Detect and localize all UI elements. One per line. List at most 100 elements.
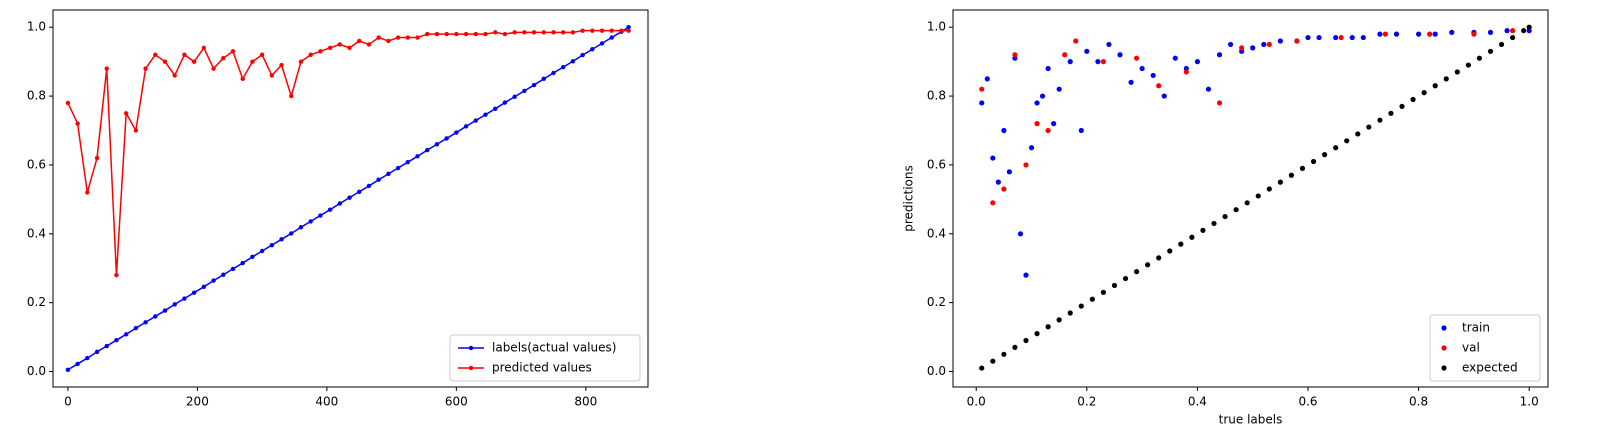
point <box>551 30 556 35</box>
point <box>1001 186 1007 192</box>
point <box>211 278 216 283</box>
point <box>1067 310 1073 316</box>
point <box>599 41 605 46</box>
point <box>1233 207 1239 213</box>
axes-frame <box>952 9 1549 388</box>
point <box>395 35 401 40</box>
point <box>347 45 352 51</box>
legend-label: predicted values <box>492 361 592 375</box>
point <box>104 343 109 349</box>
point <box>240 76 245 82</box>
point <box>626 25 631 30</box>
point <box>531 82 537 88</box>
point <box>626 28 631 33</box>
x-axis-label: true labels <box>1219 413 1283 427</box>
point <box>1039 93 1046 99</box>
point <box>133 128 139 133</box>
point <box>1067 59 1073 65</box>
point <box>415 35 420 40</box>
point <box>347 195 352 200</box>
point <box>502 31 508 37</box>
point <box>1051 121 1057 127</box>
point <box>153 314 158 319</box>
point <box>990 358 996 364</box>
point <box>162 59 168 64</box>
point <box>1211 220 1217 227</box>
point <box>599 28 605 33</box>
point <box>493 106 498 112</box>
point <box>570 30 576 35</box>
point <box>269 242 275 248</box>
y-tick-label: 0.4 <box>27 226 46 240</box>
point <box>1432 83 1438 89</box>
point <box>1117 52 1123 58</box>
point <box>259 52 265 57</box>
point <box>1111 282 1118 289</box>
point <box>153 52 158 57</box>
point <box>1106 41 1112 48</box>
point <box>337 42 343 47</box>
y-tick-label: 0.8 <box>927 89 946 103</box>
point <box>182 296 187 301</box>
point <box>1471 31 1477 37</box>
point <box>114 337 119 343</box>
point <box>1139 65 1145 72</box>
y-tick-label: 0.2 <box>927 295 946 309</box>
point <box>1410 96 1416 103</box>
point <box>1122 275 1129 282</box>
point <box>191 290 197 295</box>
legend-box <box>449 334 641 382</box>
point <box>1310 158 1317 165</box>
point <box>1465 62 1471 68</box>
point <box>1349 34 1355 41</box>
point <box>1161 93 1167 99</box>
point <box>1443 76 1449 82</box>
point <box>1167 248 1173 254</box>
point <box>85 355 90 361</box>
point <box>1100 289 1107 295</box>
point <box>123 332 129 337</box>
point <box>473 118 478 123</box>
point <box>376 35 381 40</box>
legend-label: val <box>1462 341 1480 355</box>
point <box>1333 34 1339 41</box>
point <box>434 142 440 147</box>
legend-box <box>1429 314 1541 382</box>
point <box>590 47 595 52</box>
point <box>1277 179 1283 185</box>
x-tick-label: 0.0 <box>967 395 986 409</box>
point <box>298 225 304 230</box>
point <box>444 136 449 141</box>
point <box>1205 86 1212 92</box>
point <box>1355 131 1361 137</box>
point <box>444 31 449 37</box>
point <box>1222 213 1228 220</box>
point <box>1156 255 1162 261</box>
point <box>483 112 488 117</box>
point <box>94 155 100 161</box>
point <box>221 272 226 277</box>
point <box>405 35 410 40</box>
point <box>1045 65 1051 72</box>
legend-marker <box>1441 345 1447 351</box>
point <box>1388 110 1394 116</box>
point <box>376 177 381 182</box>
point <box>1261 41 1267 48</box>
point <box>221 56 226 61</box>
y-tick-label: 0.6 <box>927 157 946 171</box>
point <box>250 254 255 260</box>
point <box>1338 34 1344 41</box>
point <box>522 88 527 94</box>
point <box>75 361 80 367</box>
point <box>366 42 372 47</box>
point <box>1377 117 1383 123</box>
point <box>143 66 148 71</box>
point <box>327 45 333 51</box>
point <box>1073 38 1079 44</box>
point <box>560 64 566 70</box>
point <box>1266 41 1272 48</box>
point <box>1028 145 1035 151</box>
point <box>979 365 985 371</box>
point <box>318 213 323 218</box>
